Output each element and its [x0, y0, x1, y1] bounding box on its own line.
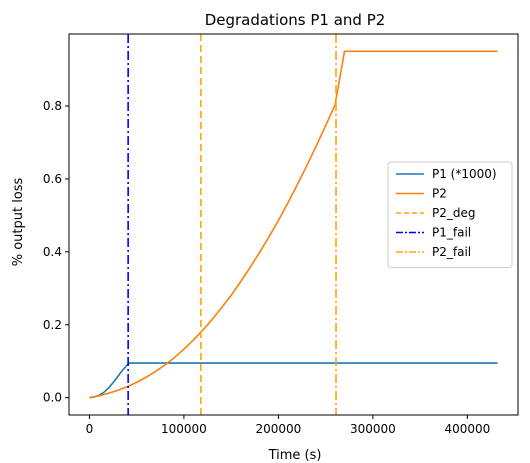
y-tick-label: 0.8 — [43, 99, 62, 113]
x-tick-label: 0 — [86, 422, 94, 436]
plot-frame — [68, 33, 519, 416]
x-axis-label: Time (s) — [268, 448, 322, 463]
y-tick-label: 0.2 — [43, 318, 62, 332]
axes-layer: 0 100000 200000 300000 400000 0.0 0.2 0.4 0.6 0.8 — [43, 33, 519, 436]
x-tick-label: 200000 — [255, 422, 301, 436]
chart-title: Degradations P1 and P2 — [205, 11, 386, 29]
series-p2-line — [89, 50, 498, 399]
legend-p1-fail-label: P1_fail — [432, 226, 471, 240]
legend: P1 (*1000) P2 P2_deg P1_fail P2_fail — [387, 161, 513, 268]
legend-p2-label: P2 — [432, 187, 447, 201]
x-tick-label: 400000 — [444, 422, 490, 436]
y-tick-label: 0.4 — [43, 245, 62, 259]
y-axis-label: % output loss — [11, 177, 26, 266]
legend-box — [387, 161, 513, 268]
legend-p2-fail-label: P2_fail — [432, 245, 471, 259]
x-tick-label: 300000 — [350, 422, 396, 436]
legend-p2-deg-label: P2_deg — [432, 206, 476, 220]
y-tick-label: 0.6 — [43, 172, 62, 186]
legend-p1-1000-label: P1 (*1000) — [432, 167, 497, 181]
series-p1-1000-line — [89, 362, 498, 399]
series-layer — [89, 34, 498, 415]
x-tick-label: 100000 — [161, 422, 207, 436]
y-tick-label: 0.0 — [43, 391, 62, 405]
